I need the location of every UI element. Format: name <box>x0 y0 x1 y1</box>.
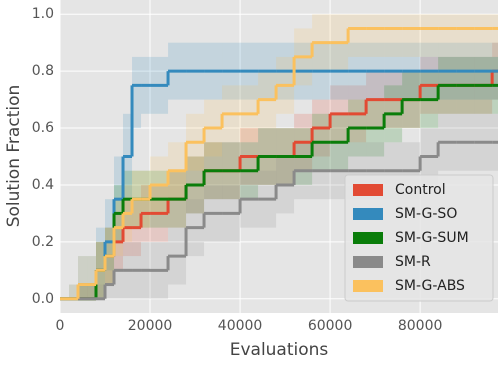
y-tick-label: 1.0 <box>32 6 54 22</box>
confidence-band <box>69 284 79 299</box>
legend-swatch <box>353 256 383 268</box>
confidence-band <box>78 284 88 299</box>
legend-swatch <box>353 184 383 196</box>
legend-box <box>344 174 494 302</box>
confidence-band <box>78 284 88 299</box>
confidence-band <box>492 14 498 57</box>
confidence-band <box>105 256 115 299</box>
confidence-band <box>96 284 106 299</box>
confidence-band <box>132 56 142 129</box>
x-tick-label: 20000 <box>128 318 173 334</box>
legend-swatch <box>353 208 383 220</box>
confidence-band <box>87 284 97 299</box>
confidence-band <box>105 199 115 271</box>
legend-label: SM-G-SO <box>395 206 457 222</box>
confidence-band <box>438 14 457 57</box>
y-axis-label: Solution Fraction <box>4 85 24 228</box>
y-tick-label: 0.2 <box>32 234 54 250</box>
confidence-band <box>78 256 88 299</box>
y-tick-label: 0.4 <box>32 177 54 193</box>
confidence-band <box>96 227 106 299</box>
series-layer <box>60 14 498 301</box>
legend-label: Control <box>395 182 446 198</box>
confidence-band <box>456 14 475 57</box>
y-tick-label: 0.8 <box>32 63 54 79</box>
legend-swatch <box>353 232 383 244</box>
confidence-band <box>87 284 97 299</box>
confidence-band <box>402 14 421 57</box>
y-tick-label: 0.6 <box>32 120 54 136</box>
confidence-band <box>78 284 88 299</box>
legend-swatch <box>353 280 383 292</box>
x-tick-label: 80000 <box>398 318 443 334</box>
confidence-band <box>87 256 97 299</box>
legend-label: SM-G-SUM <box>395 230 469 246</box>
confidence-band <box>384 14 403 57</box>
legend-label: SM-R <box>395 254 431 270</box>
confidence-band <box>366 14 385 57</box>
legend-label: SM-G-ABS <box>395 278 465 294</box>
confidence-band <box>87 256 97 299</box>
x-axis-label: Evaluations <box>230 340 329 360</box>
confidence-band <box>69 284 79 299</box>
x-tick-label: 0 <box>56 318 65 334</box>
x-tick-label: 60000 <box>308 318 353 334</box>
y-tick-label: 0.0 <box>32 291 54 307</box>
confidence-band <box>474 14 493 57</box>
confidence-band <box>78 256 88 299</box>
legend: Control SM-G-SO SM-G-SUM SM-R SM-G-ABS <box>344 174 494 302</box>
confidence-band <box>87 284 97 299</box>
confidence-band <box>420 14 439 57</box>
x-tick-label: 40000 <box>218 318 263 334</box>
confidence-band <box>348 14 367 57</box>
